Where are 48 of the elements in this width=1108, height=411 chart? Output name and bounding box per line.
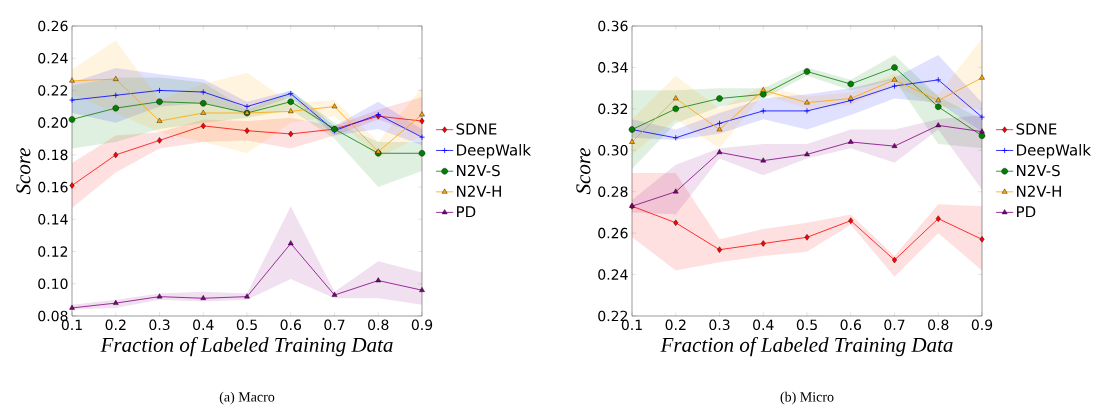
y-tick-label: 0.18 — [38, 149, 68, 161]
y-tick-label: 0.24 — [38, 52, 68, 64]
x-tick-label: 0.2 — [105, 319, 126, 331]
x-tick-label: 0.5 — [236, 319, 257, 331]
y-tick-label: 0.26 — [38, 20, 68, 32]
legend-label: SDNE — [1016, 123, 1057, 135]
x-tick-label: 0.7 — [324, 319, 345, 331]
y-tick-label: 0.36 — [598, 20, 628, 32]
y-tick-label: 0.24 — [598, 269, 628, 280]
legend-label: PD — [1017, 206, 1036, 218]
y-tick-label: 0.20 — [38, 117, 68, 128]
legend-label: PD — [457, 206, 476, 218]
x-tick-label: 0.2 — [665, 319, 686, 331]
y-tick-label: 0.14 — [38, 214, 68, 225]
y-tick-label: 0.26 — [598, 227, 628, 239]
y-tick-label: 0.32 — [598, 103, 628, 115]
y-tick-label: 0.28 — [598, 186, 628, 197]
x-tick-label: 0.3 — [149, 319, 170, 331]
x-tick-label: 0.7 — [884, 319, 905, 331]
legend-label: DeepWalk — [1017, 144, 1091, 159]
y-axis-title: Score — [16, 147, 31, 195]
y-tick-label: 0.10 — [38, 278, 68, 290]
y-tick-label: 0.16 — [38, 181, 68, 193]
text: (b) Micro — [780, 391, 834, 405]
x-tick-label: 0.5 — [796, 319, 817, 331]
legend-label: N2V-S — [1017, 164, 1060, 177]
y-axis-title: Score — [576, 147, 591, 195]
x-tick-label: 0.6 — [280, 319, 302, 331]
legend-label: N2V-S — [457, 164, 500, 177]
text: (a) Macro — [219, 391, 275, 405]
x-tick-label: 0.4 — [753, 319, 774, 331]
x-axis-title: Fraction of Labeled Training Data — [100, 336, 393, 357]
y-tick-label: 0.34 — [598, 62, 628, 73]
x-tick-label: 0.8 — [928, 319, 949, 331]
x-tick-label: 0.9 — [411, 319, 433, 331]
legend-label: SDNE — [456, 123, 497, 135]
x-tick-label: 0.6 — [840, 319, 862, 331]
legend-label: DeepWalk — [457, 144, 531, 159]
x-tick-label: 0.8 — [368, 319, 389, 331]
x-tick-label: 0.4 — [193, 319, 214, 331]
y-tick-label: 0.30 — [598, 144, 628, 156]
y-tick-label: 0.12 — [38, 246, 68, 257]
x-tick-label: 0.3 — [709, 319, 730, 331]
x-tick-label: 0.9 — [971, 319, 993, 331]
y-tick-label: 0.22 — [38, 85, 68, 96]
x-axis-title: Fraction of Labeled Training Data — [660, 336, 953, 357]
legend-label: N2V-H — [457, 185, 501, 197]
legend-label: N2V-H — [1017, 185, 1061, 197]
